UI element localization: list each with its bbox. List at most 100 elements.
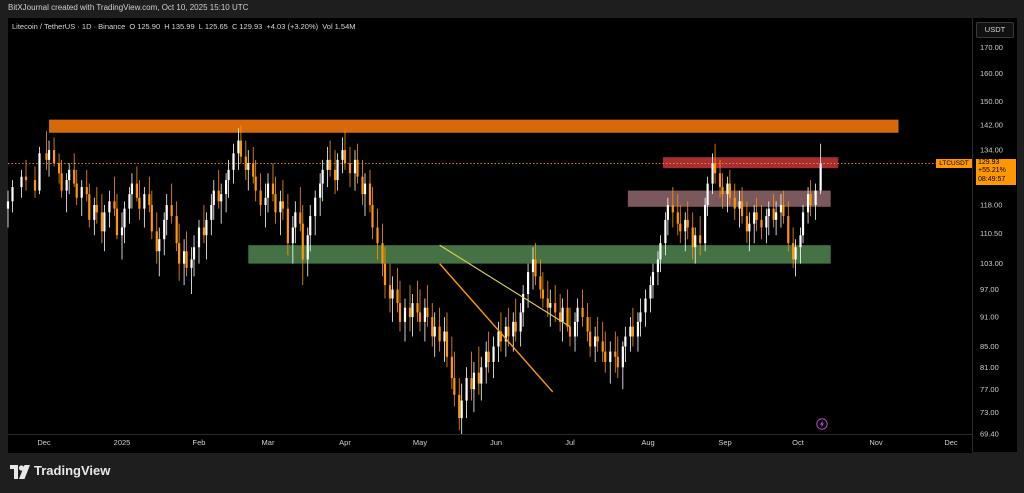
candle-body bbox=[155, 231, 158, 252]
candle-body bbox=[671, 204, 674, 213]
y-tick-label: 91.00 bbox=[980, 313, 999, 322]
candle-body bbox=[651, 272, 655, 286]
candle-body bbox=[73, 169, 76, 184]
candle-body bbox=[631, 326, 635, 337]
candle-body bbox=[573, 321, 577, 337]
candle-body bbox=[748, 223, 751, 232]
candle-body bbox=[624, 336, 627, 347]
y-tick-label: 103.00 bbox=[980, 259, 1003, 268]
candle-body bbox=[190, 259, 193, 268]
time-axis[interactable] bbox=[8, 434, 972, 453]
candle-body bbox=[85, 187, 88, 195]
price-axis[interactable] bbox=[972, 18, 1017, 452]
y-tick-label: 77.00 bbox=[980, 385, 999, 394]
candle-body bbox=[220, 194, 223, 202]
candle-body bbox=[676, 212, 679, 224]
chart-pane[interactable] bbox=[8, 18, 972, 434]
candle-body bbox=[68, 169, 71, 181]
y-tick-label: 97.00 bbox=[980, 285, 999, 294]
candle-body bbox=[614, 351, 617, 357]
x-tick-label: 2025 bbox=[114, 438, 131, 447]
candle-body bbox=[361, 176, 364, 195]
candle-body bbox=[47, 150, 51, 160]
zone-mid-range[interactable] bbox=[627, 190, 831, 207]
zone-support[interactable] bbox=[248, 245, 831, 264]
candle-body bbox=[52, 150, 56, 164]
candle-body bbox=[57, 163, 61, 174]
candle-body bbox=[341, 150, 344, 160]
x-tick-label: Nov bbox=[869, 438, 883, 447]
legend-low: 125.65 bbox=[204, 22, 228, 31]
candle-body bbox=[504, 326, 507, 342]
candle-body bbox=[217, 190, 220, 202]
candle-body bbox=[165, 204, 168, 220]
candle-body bbox=[801, 212, 805, 236]
candle-body bbox=[433, 326, 436, 337]
candle-body bbox=[554, 303, 557, 313]
candle-body bbox=[431, 317, 434, 337]
candle-body bbox=[88, 194, 91, 220]
candle-body bbox=[492, 346, 495, 363]
candle-countdown: 08:49:57 bbox=[978, 175, 1006, 183]
currency-button[interactable]: USDT bbox=[976, 22, 1014, 38]
candle-body bbox=[644, 298, 647, 313]
zone-resistance[interactable] bbox=[49, 119, 899, 133]
candle-body bbox=[391, 289, 394, 299]
candle-body bbox=[20, 176, 23, 188]
candle-body bbox=[568, 326, 572, 337]
candle-body bbox=[24, 176, 28, 181]
candle-body bbox=[113, 201, 116, 209]
candle-body bbox=[175, 216, 178, 244]
legend-close: 129.93 bbox=[239, 22, 263, 31]
candle-body bbox=[699, 235, 702, 244]
candle-body bbox=[792, 243, 795, 260]
candle-body bbox=[713, 163, 717, 174]
y-tick-label: 170.00 bbox=[980, 43, 1003, 52]
candle-body bbox=[314, 197, 317, 217]
legend-vol-label: Vol bbox=[322, 22, 333, 31]
candle-body bbox=[460, 400, 463, 419]
candle-body bbox=[279, 201, 282, 213]
legend-symbol: Litecoin / TetherUS · 1D · Binance bbox=[12, 22, 126, 31]
legend-open-label: O bbox=[129, 22, 136, 31]
candle-body bbox=[465, 378, 468, 401]
legend-high-label: H bbox=[164, 22, 170, 31]
wedge-upper-line bbox=[439, 244, 571, 328]
candle-body bbox=[497, 331, 500, 347]
y-tick-label: 134.00 bbox=[980, 146, 1003, 155]
candle-body bbox=[691, 227, 694, 248]
current-price: 129.93 bbox=[978, 158, 1000, 166]
candle-body bbox=[666, 204, 669, 220]
candle-body bbox=[299, 212, 302, 224]
candle-body bbox=[470, 378, 473, 390]
candle-body bbox=[271, 183, 275, 195]
candle-body bbox=[472, 372, 476, 390]
y-tick-label: 150.00 bbox=[980, 97, 1003, 106]
candle-body bbox=[561, 307, 564, 322]
candle-body bbox=[679, 223, 682, 232]
candle-body bbox=[281, 201, 285, 209]
candle-body bbox=[426, 307, 429, 318]
candle-body bbox=[80, 187, 83, 198]
candle-body bbox=[38, 153, 41, 191]
candle-body bbox=[182, 251, 186, 264]
candle-body bbox=[819, 163, 822, 191]
candle-body bbox=[594, 336, 597, 347]
candle-body bbox=[348, 163, 352, 174]
zone-supply[interactable] bbox=[662, 157, 839, 169]
candle-body bbox=[704, 204, 707, 244]
candle-body bbox=[733, 197, 736, 209]
candle-body bbox=[438, 326, 441, 342]
candle-body bbox=[616, 356, 619, 368]
lightning-icon[interactable] bbox=[816, 418, 828, 430]
wedge-lower-line bbox=[439, 263, 554, 393]
candle-body bbox=[264, 197, 267, 205]
candle-body bbox=[418, 312, 422, 322]
tradingview-logo[interactable]: TradingView bbox=[10, 463, 120, 481]
candle-body bbox=[629, 326, 632, 337]
candle-body bbox=[649, 285, 652, 299]
candle-body bbox=[485, 351, 488, 368]
x-tick-label: Feb bbox=[193, 438, 206, 447]
candle-body bbox=[363, 183, 367, 195]
candle-body bbox=[244, 156, 247, 170]
